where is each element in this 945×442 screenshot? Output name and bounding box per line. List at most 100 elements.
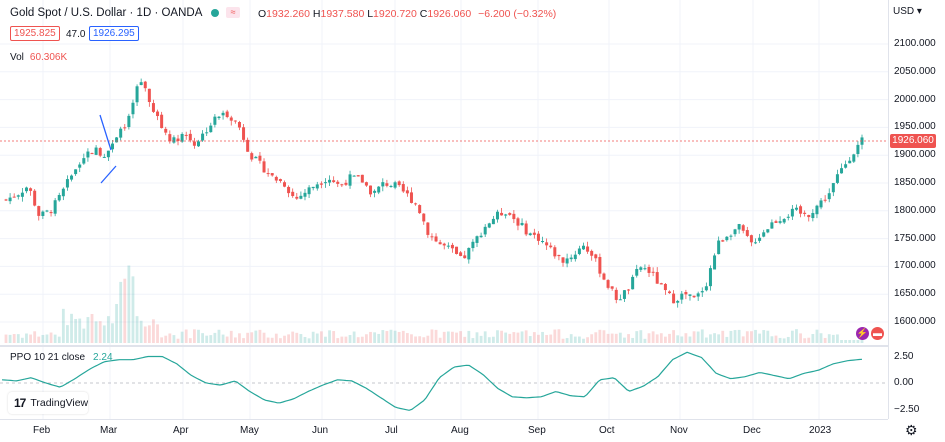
candle-body <box>328 179 332 183</box>
pane-separator[interactable] <box>0 345 888 347</box>
volume-bar <box>717 334 721 343</box>
volume-bar <box>356 337 360 343</box>
volume-bar <box>455 332 458 343</box>
volume-bar <box>442 331 446 343</box>
candle-body <box>217 116 221 119</box>
volume-bar <box>12 334 16 343</box>
volume-bar <box>537 334 540 343</box>
volume-bar <box>496 330 499 343</box>
volume-bar <box>782 338 786 343</box>
volume-bar <box>623 337 626 343</box>
volume-bar <box>696 331 700 343</box>
volume-bar <box>434 329 438 343</box>
candle-body <box>586 246 590 252</box>
candle-body <box>381 182 385 187</box>
volume-bar <box>86 317 90 343</box>
volume-bar <box>614 333 618 343</box>
candle-body <box>311 186 315 189</box>
volume-bar <box>479 335 483 343</box>
volume-bar <box>664 336 667 343</box>
price-axis[interactable]: 2100.000 2050.000 2000.000 1950.000 1900.000… <box>888 0 945 419</box>
volume-bar <box>586 337 589 343</box>
volume-legend[interactable]: Vol 60.306K <box>10 52 68 63</box>
compare-icon[interactable]: ≈ <box>226 7 241 19</box>
volume-bar <box>377 333 381 343</box>
currency-selector[interactable]: USD ▾ <box>893 6 922 17</box>
bid-price-box[interactable]: 1925.825 <box>10 26 60 41</box>
volume-bar <box>147 325 151 343</box>
flash-icon[interactable]: ⚡ <box>856 327 869 340</box>
candle-body <box>647 266 651 273</box>
candle-body <box>61 188 65 197</box>
ppo-legend[interactable]: PPO 10 21 close 2.24 <box>10 352 113 363</box>
candle-body <box>266 173 270 175</box>
candle-body <box>524 223 528 235</box>
ask-price-box[interactable]: 1926.295 <box>89 26 139 41</box>
volume-bar <box>422 337 426 343</box>
drawing-trendline[interactable] <box>99 114 112 151</box>
volume-bar <box>16 334 20 343</box>
volume-bar <box>143 326 147 343</box>
candle-body <box>446 245 450 247</box>
candle-body <box>295 196 299 199</box>
candle-body <box>307 187 311 195</box>
volume-bar <box>303 336 307 343</box>
candle-body <box>827 193 831 200</box>
candle-body <box>356 175 360 177</box>
candle-body <box>635 268 639 276</box>
candle-body <box>156 111 160 117</box>
volume-bar <box>688 336 692 343</box>
drawing-trendline[interactable] <box>100 165 117 184</box>
volume-bar <box>471 338 475 343</box>
volume-bar <box>680 336 684 343</box>
candle-body <box>151 103 155 112</box>
volume-bar <box>823 337 827 343</box>
candle-body <box>184 134 188 136</box>
price-tick-label: 1850.000 <box>894 177 936 188</box>
settings-gear-icon[interactable]: ⚙ <box>905 422 918 438</box>
candle-body <box>360 174 364 183</box>
volume-bar <box>328 330 331 343</box>
volume-bar <box>729 330 733 343</box>
candle-body <box>676 300 680 303</box>
candle-body <box>659 283 663 285</box>
price-tick-label: 1950.000 <box>894 121 936 133</box>
candle-body <box>385 183 389 186</box>
volume-bar <box>704 337 708 343</box>
candle-body <box>778 221 782 223</box>
candle-body <box>655 272 659 284</box>
candle-body <box>688 294 692 296</box>
time-tick-label: Oct <box>599 425 615 436</box>
ppo-indicator-pane[interactable] <box>0 347 888 419</box>
volume-bar <box>74 318 78 343</box>
candle-body <box>270 173 274 176</box>
candle-body <box>528 233 532 236</box>
candle-body <box>844 164 848 168</box>
volume-histogram <box>4 265 864 343</box>
symbol-legend[interactable]: Gold Spot / U.S. Dollar · 1D · OANDA ≈ <box>10 7 241 19</box>
price-chart-pane[interactable] <box>0 0 888 345</box>
price-tick-label: 2100.000 <box>894 38 936 49</box>
candle-body <box>426 222 430 235</box>
candle-body <box>491 218 495 225</box>
volume-bar <box>291 331 295 343</box>
time-tick-label: Dec <box>743 425 761 436</box>
volume-bar <box>700 329 704 343</box>
time-tick-label: Nov <box>670 425 688 436</box>
volume-bar <box>524 330 528 343</box>
candle-body <box>221 112 225 116</box>
time-axis[interactable]: Feb Mar Apr May Jun Jul Aug Sep Oct Nov Dec 2023 <box>0 419 888 442</box>
candle-body <box>41 211 45 217</box>
tradingview-logo[interactable]: 17 TradingView <box>8 392 88 414</box>
candle-body <box>233 120 237 122</box>
volume-bar <box>90 313 94 343</box>
candle-body <box>729 235 733 237</box>
candle-body <box>45 210 49 212</box>
chart-status-icons[interactable]: ⚡ ▬ <box>856 323 886 341</box>
flag-icon[interactable]: ▬ <box>871 327 884 340</box>
time-tick-label: Sep <box>528 425 546 436</box>
candle-body <box>369 185 373 195</box>
candle-body <box>196 141 200 147</box>
volume-bar <box>520 331 524 343</box>
volume-bar <box>827 334 831 343</box>
